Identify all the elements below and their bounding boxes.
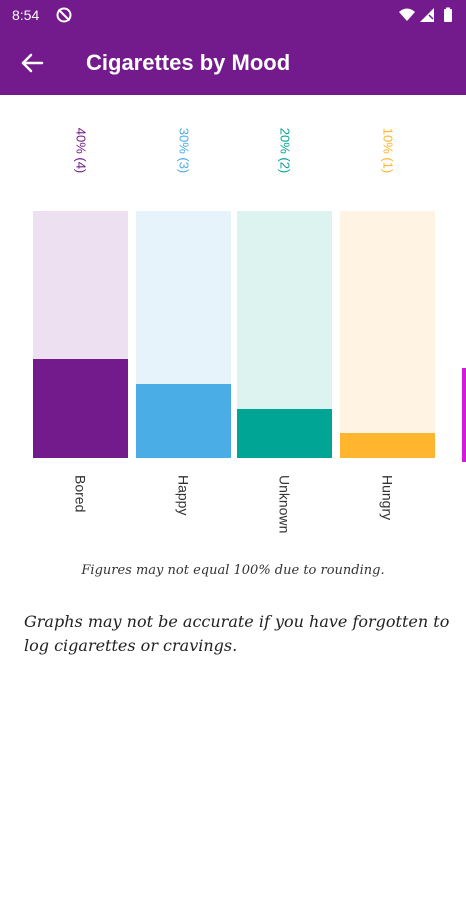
bar-value-label: 20% (2)	[277, 127, 292, 174]
bar-hungry	[340, 433, 435, 458]
bar-column-hungry: 10% (1) Hungry	[340, 95, 435, 565]
bar-bored	[33, 359, 128, 458]
status-icons	[399, 7, 452, 22]
bar-category-label: Unknown	[276, 475, 293, 534]
bar-column-bored: 40% (4) Bored	[33, 95, 128, 565]
accuracy-note: Graphs may not be accurate if you have f…	[24, 612, 450, 655]
bar-category-label: Hungry	[379, 475, 396, 521]
bar-category-label: Bored	[72, 475, 89, 513]
bar-column-unknown: 20% (2) Unknown	[237, 95, 332, 565]
bar-unknown	[237, 409, 332, 458]
page-title: Cigarettes by Mood	[86, 50, 291, 75]
mood-bar-chart: 40% (4) Bored 30% (3) Happy 20% (2) Unknown 10…	[0, 95, 466, 565]
arrow-left-icon	[21, 53, 44, 73]
bar-value-label: 40% (4)	[73, 127, 88, 174]
status-time: 8:54	[12, 7, 40, 23]
bar-track	[237, 211, 332, 458]
scroll-indicator[interactable]	[462, 368, 466, 462]
bar-track	[136, 211, 231, 458]
status-bar: 8:54	[0, 0, 466, 31]
signal-icon	[420, 8, 434, 22]
bar-value-label: 30% (3)	[176, 127, 191, 174]
rounding-note: Figures may not equal 100% due to roundi…	[81, 563, 385, 578]
bar-column-happy: 30% (3) Happy	[136, 95, 231, 565]
app-bar: Cigarettes by Mood	[0, 31, 466, 95]
wifi-icon	[399, 8, 415, 21]
bar-happy	[136, 384, 231, 458]
battery-icon	[444, 9, 452, 22]
back-button[interactable]	[14, 45, 52, 81]
bar-track	[340, 211, 435, 458]
bar-track	[33, 211, 128, 458]
bar-value-label: 10% (1)	[380, 127, 395, 174]
sync-off-icon	[56, 7, 72, 23]
bar-category-label: Happy	[175, 475, 192, 516]
